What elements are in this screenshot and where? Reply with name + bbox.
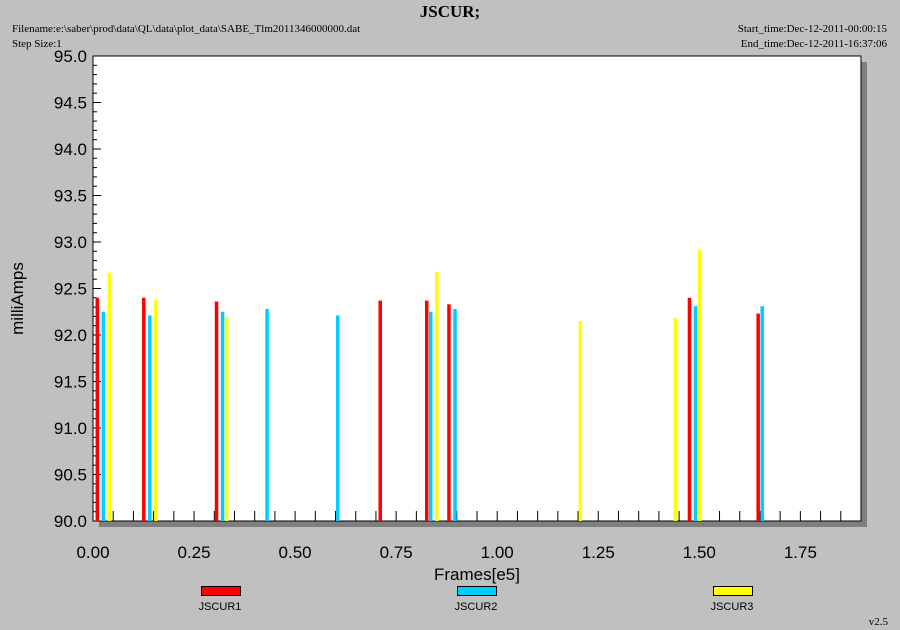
- x-tick-label: 1.50: [683, 543, 716, 562]
- y-tick-label: 90.0: [54, 512, 87, 531]
- y-tick-label: 92.0: [54, 326, 87, 345]
- x-tick-label: 1.25: [582, 543, 615, 562]
- bar-jscur2: [336, 315, 340, 521]
- legend-label-jscur3: JSCUR3: [710, 601, 754, 613]
- bar-jscur1: [95, 297, 100, 521]
- x-axis-label: Frames[e5]: [434, 565, 520, 584]
- step-size-label: Step Size:1: [12, 38, 62, 50]
- chart-title: JSCUR;: [419, 2, 481, 21]
- bar-jscur1: [378, 300, 382, 521]
- version-label: v2.5: [868, 616, 888, 628]
- bar-jscur2: [760, 306, 764, 521]
- legend-label-jscur2: JSCUR2: [454, 601, 498, 613]
- start-time-label: Start_time:Dec-12-2011-00:00:15: [737, 23, 887, 35]
- bar-jscur3: [154, 299, 158, 521]
- x-tick-label: 0.50: [279, 543, 312, 562]
- bar-jscur3: [673, 318, 678, 521]
- bar-jscur2: [265, 308, 269, 521]
- y-tick-label: 95.0: [54, 47, 87, 66]
- x-tick-label: 1.75: [784, 543, 817, 562]
- legend-swatch-jscur1: [201, 586, 241, 596]
- bar-jscur1: [214, 301, 219, 521]
- y-tick-label: 94.0: [54, 140, 87, 159]
- legend-swatch-jscur2: [457, 586, 497, 596]
- filename-label: Filename:e:\saber\prod\data\QL\data\plot…: [12, 23, 361, 35]
- x-tick-label: 0.75: [380, 543, 413, 562]
- legend-swatch-jscur3: [713, 586, 753, 596]
- y-axis-label: milliAmps: [8, 262, 27, 335]
- y-tick-label: 90.5: [54, 466, 87, 485]
- bar-jscur2: [148, 315, 152, 521]
- bar-jscur2: [220, 311, 225, 521]
- y-tick-label: 93.5: [54, 187, 87, 206]
- bar-jscur2: [453, 308, 457, 521]
- y-tick-label: 92.5: [54, 280, 87, 299]
- bar-jscur1: [424, 300, 429, 521]
- x-tick-label: 0.00: [76, 543, 109, 562]
- end-time-label: End_time:Dec-12-2011-16:37:06: [740, 38, 887, 50]
- y-tick-label: 91.0: [54, 419, 87, 438]
- y-tick-label: 93.0: [54, 233, 87, 252]
- bar-jscur3: [107, 272, 112, 521]
- plot-area: [92, 55, 862, 522]
- bar-jscur2: [101, 311, 106, 521]
- bar-jscur3: [578, 321, 583, 521]
- bar-jscur1: [756, 313, 760, 521]
- bar-jscur2: [429, 311, 433, 521]
- bar-jscur3: [435, 271, 439, 521]
- bar-jscur2: [693, 306, 698, 521]
- bar-jscur3: [224, 317, 229, 521]
- bar-jscur1: [687, 297, 692, 521]
- bar-jscur1: [142, 297, 146, 521]
- bar-jscur1: [447, 304, 451, 521]
- legend-label-jscur1: JSCUR1: [198, 601, 242, 613]
- bar-jscur3: [697, 249, 702, 521]
- x-tick-label: 0.25: [178, 543, 211, 562]
- y-tick-label: 94.5: [54, 94, 87, 113]
- x-tick-label: 1.00: [481, 543, 514, 562]
- y-tick-label: 91.5: [54, 373, 87, 392]
